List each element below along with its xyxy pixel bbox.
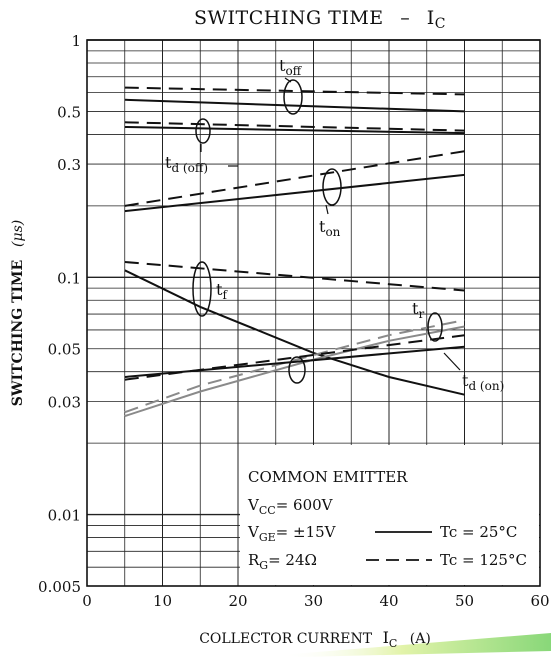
- series-group: [124, 86, 465, 418]
- y-tick-label: 0.005: [38, 578, 81, 596]
- x-tick-label: 10: [153, 592, 172, 610]
- conditions-box: [240, 445, 539, 585]
- loop-tdoff: [195, 118, 211, 144]
- series-t-f-25: [124, 269, 465, 396]
- loop-toff: [283, 79, 303, 115]
- series-t-off-125: [124, 86, 465, 96]
- plot-frame: [86, 39, 541, 587]
- x-tick-label: 20: [228, 592, 247, 610]
- label-tr: tr: [412, 299, 424, 321]
- y-tick-label: 0.03: [48, 393, 81, 411]
- series-t-d-on-125: [124, 334, 465, 381]
- y-tick-label: 1: [71, 32, 81, 50]
- x-tick-label: 60: [530, 592, 549, 610]
- series-t-on-125: [124, 150, 465, 207]
- x-tick-label: 50: [455, 592, 474, 610]
- curve-labels: toff td (off) ton tf tr td (on): [165, 56, 504, 393]
- title-main: SWITCHING TIME: [194, 7, 384, 29]
- label-tdon: td (on): [462, 371, 504, 393]
- loop-ton: [322, 168, 342, 206]
- title-subscript: C: [435, 16, 446, 32]
- y-tick-label: 0.1: [57, 269, 81, 287]
- y-tick-label: 0.3: [57, 156, 81, 174]
- title-symbol: I: [427, 7, 435, 29]
- series-t-off-25: [124, 98, 465, 113]
- loop-tdon: [288, 356, 306, 384]
- label-toff: toff: [279, 56, 303, 78]
- series-t-d-off-25: [124, 126, 465, 135]
- y-axis-title: SWITCHING TIME (μs): [10, 220, 26, 407]
- conditions: COMMON EMITTER VCC= 600V VGE= ±15V RG= 2…: [247, 468, 527, 572]
- legend-solid-label: Tc = 25°C: [440, 523, 517, 541]
- y-tick-label: 0.01: [48, 507, 81, 525]
- condition-vge: VGE= ±15V: [247, 523, 337, 544]
- loop-tf: [192, 261, 212, 317]
- condition-vcc: VCC= 600V: [247, 496, 334, 517]
- label-tf: tf: [216, 280, 228, 302]
- legend-dashed-label: Tc = 125°C: [440, 551, 527, 569]
- watermark-stripe: [280, 633, 551, 657]
- x-axis-title: COLLECTOR CURRENT IC (A): [199, 628, 431, 651]
- label-tdoff: td (off): [165, 153, 208, 175]
- condition-rg: RG= 24Ω: [248, 551, 317, 572]
- series-t-d-off-125: [124, 121, 465, 132]
- conditions-heading: COMMON EMITTER: [248, 468, 408, 486]
- label-ton: ton: [319, 217, 341, 239]
- chart-title: SWITCHING TIME – IC: [194, 7, 446, 32]
- series-t-r-125: [124, 319, 465, 414]
- x-tick-label: 40: [379, 592, 398, 610]
- axes: 0 10 20 30 40 50 60 1 0.5 0.3 0.1 0.05 0.03 0.01 0.005: [38, 32, 550, 610]
- series-t-on-25: [124, 173, 465, 213]
- loop-tr: [427, 312, 443, 342]
- y-tick-label: 0.05: [48, 341, 81, 359]
- series-t-f-125: [124, 261, 465, 292]
- curve-loops: [192, 79, 443, 384]
- x-tick-label: 0: [82, 592, 92, 610]
- y-tick-label: 0.5: [57, 103, 81, 121]
- title-separator: –: [400, 7, 410, 29]
- x-tick-label: 30: [304, 592, 323, 610]
